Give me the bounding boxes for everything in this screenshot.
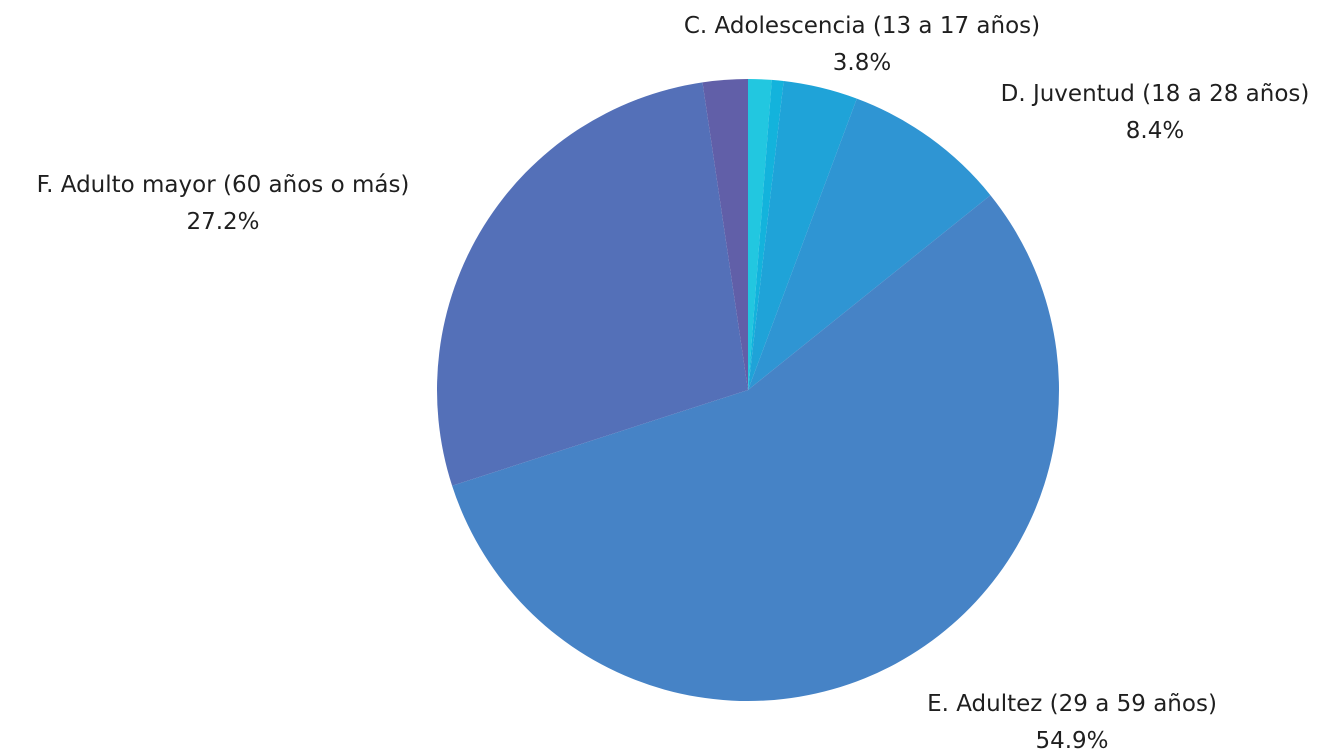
pie-slice-6 [702, 79, 748, 390]
pie-slice-1 [748, 79, 784, 390]
label-adulto-mayor-value: 27.2% [186, 209, 259, 235]
pie-slice-3 [748, 98, 991, 391]
label-adultez: E. Adultez (29 a 59 años) 54.9% [927, 691, 1217, 751]
pie-slice-5 [437, 82, 748, 486]
label-adultez-value: 54.9% [1035, 728, 1108, 751]
label-adultez-name: E. Adultez (29 a 59 años) [927, 691, 1217, 717]
label-adulto-mayor: F. Adulto mayor (60 años o más) 27.2% [37, 172, 410, 235]
label-adolescencia: C. Adolescencia (13 a 17 años) 3.8% [684, 13, 1040, 76]
label-juventud-value: 8.4% [1126, 118, 1184, 144]
label-adolescencia-value: 3.8% [833, 50, 891, 76]
pie-slice-4 [452, 195, 1060, 702]
label-juventud: D. Juventud (18 a 28 años) 8.4% [1001, 81, 1310, 144]
label-juventud-name: D. Juventud (18 a 28 años) [1001, 81, 1310, 107]
pie-slice-0 [748, 78, 772, 390]
pie-slices [437, 78, 1060, 702]
label-adolescencia-name: C. Adolescencia (13 a 17 años) [684, 13, 1040, 39]
pie-slice-2 [748, 81, 857, 391]
label-adulto-mayor-name: F. Adulto mayor (60 años o más) [37, 172, 410, 198]
